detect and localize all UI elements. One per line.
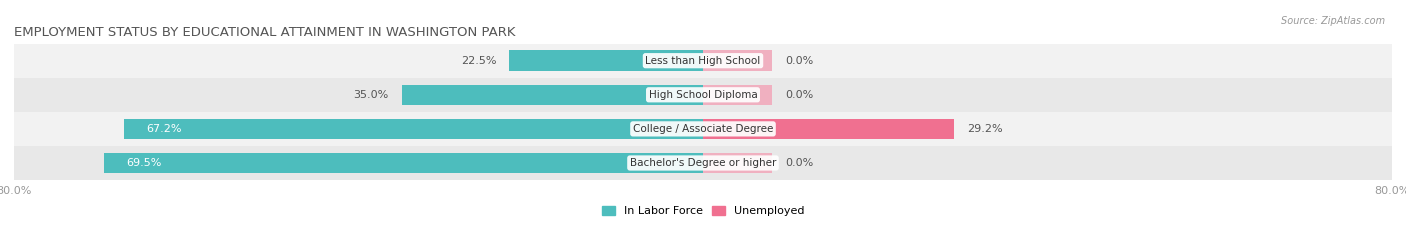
Bar bbox=[14, 112, 1392, 146]
Bar bbox=[124, 119, 703, 139]
Bar bbox=[509, 51, 703, 71]
Legend: In Labor Force, Unemployed: In Labor Force, Unemployed bbox=[598, 202, 808, 221]
Bar bbox=[14, 146, 1392, 180]
Bar bbox=[14, 78, 1392, 112]
Bar bbox=[703, 85, 772, 105]
Text: 0.0%: 0.0% bbox=[785, 158, 813, 168]
Text: College / Associate Degree: College / Associate Degree bbox=[633, 124, 773, 134]
Bar bbox=[703, 51, 772, 71]
Text: Less than High School: Less than High School bbox=[645, 56, 761, 66]
Text: 22.5%: 22.5% bbox=[461, 56, 496, 66]
Bar bbox=[703, 119, 955, 139]
Text: Bachelor's Degree or higher: Bachelor's Degree or higher bbox=[630, 158, 776, 168]
Bar bbox=[14, 44, 1392, 78]
Text: High School Diploma: High School Diploma bbox=[648, 90, 758, 100]
Text: 0.0%: 0.0% bbox=[785, 90, 813, 100]
Text: 35.0%: 35.0% bbox=[353, 90, 388, 100]
Text: 0.0%: 0.0% bbox=[785, 56, 813, 66]
Text: 29.2%: 29.2% bbox=[967, 124, 1002, 134]
Bar bbox=[104, 153, 703, 173]
Text: 69.5%: 69.5% bbox=[127, 158, 162, 168]
Text: 67.2%: 67.2% bbox=[146, 124, 181, 134]
Bar bbox=[402, 85, 703, 105]
Bar bbox=[703, 153, 772, 173]
Text: Source: ZipAtlas.com: Source: ZipAtlas.com bbox=[1281, 16, 1385, 26]
Text: EMPLOYMENT STATUS BY EDUCATIONAL ATTAINMENT IN WASHINGTON PARK: EMPLOYMENT STATUS BY EDUCATIONAL ATTAINM… bbox=[14, 26, 516, 38]
